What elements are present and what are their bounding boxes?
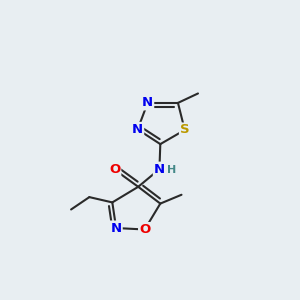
Text: N: N: [132, 123, 143, 136]
Text: S: S: [180, 124, 190, 136]
Text: N: N: [154, 163, 165, 176]
Text: O: O: [139, 223, 150, 236]
Text: N: N: [111, 221, 122, 235]
Text: N: N: [142, 96, 153, 110]
Text: O: O: [109, 163, 120, 176]
Text: H: H: [167, 165, 176, 175]
